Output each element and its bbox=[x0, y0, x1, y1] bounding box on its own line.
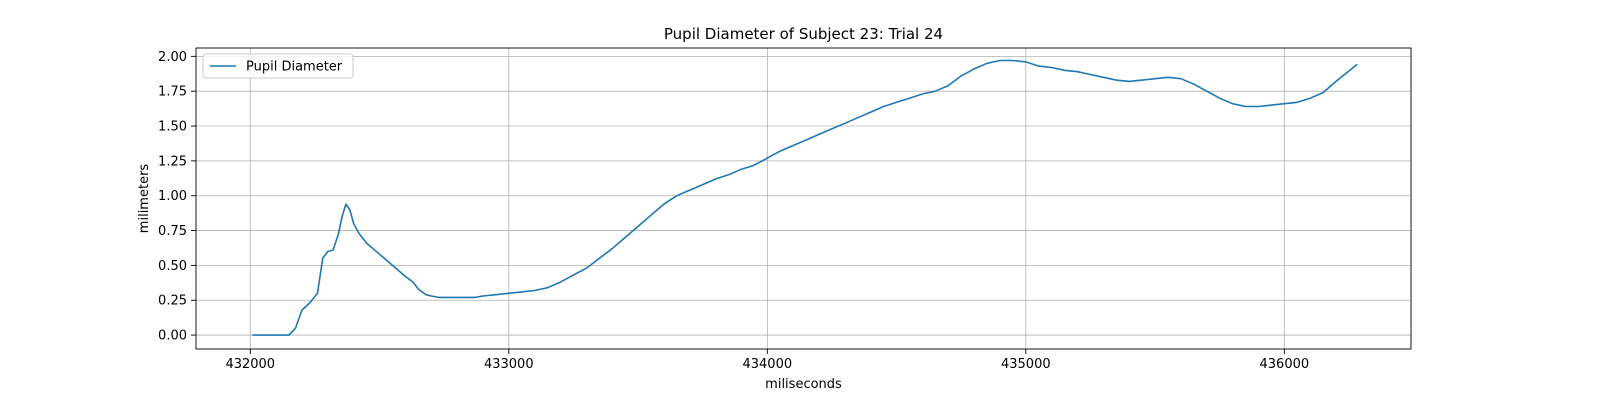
y-axis-title: milimeters bbox=[137, 164, 152, 234]
chart-title: Pupil Diameter of Subject 23: Trial 24 bbox=[664, 25, 943, 43]
y-tick-label: 1.75 bbox=[158, 85, 187, 100]
x-axis-title: miliseconds bbox=[765, 377, 842, 392]
y-tick-label: 1.25 bbox=[158, 154, 187, 169]
x-tick-label: 434000 bbox=[742, 357, 792, 372]
legend: Pupil Diameter bbox=[202, 53, 354, 79]
plot-frame bbox=[195, 47, 1412, 350]
x-tick-label: 432000 bbox=[225, 357, 275, 372]
y-tick-label: 1.50 bbox=[158, 120, 187, 135]
y-tick-label: 0.50 bbox=[158, 259, 187, 274]
x-tick-label: 435000 bbox=[1001, 357, 1051, 372]
series-line-pupil-diameter bbox=[252, 59, 1358, 336]
y-tick-label: 1.00 bbox=[158, 189, 187, 204]
legend-label: Pupil Diameter bbox=[246, 60, 343, 75]
x-tick-label: 436000 bbox=[1260, 357, 1310, 372]
y-tick-label: 0.00 bbox=[158, 329, 187, 344]
grid bbox=[196, 48, 1411, 349]
legend-box bbox=[202, 53, 354, 79]
y-tick-label: 2.00 bbox=[158, 50, 187, 65]
y-tick-label: 0.25 bbox=[158, 294, 187, 309]
y-tick-label: 0.75 bbox=[158, 224, 187, 239]
x-tick-label: 433000 bbox=[484, 357, 534, 372]
axis-ticks: 432000 433000 434000 435000 436000 0.00 0.25 0.… bbox=[158, 50, 1309, 372]
